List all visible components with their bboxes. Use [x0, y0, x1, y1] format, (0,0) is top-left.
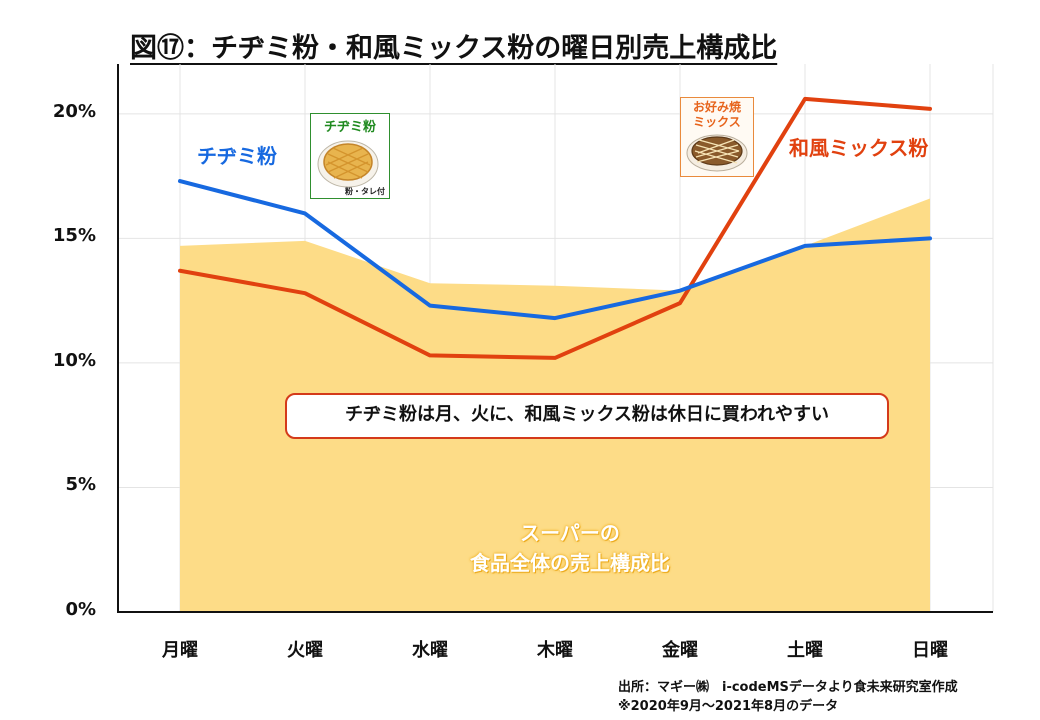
- axes: [117, 64, 993, 613]
- chijimi-product-title: チヂミ粉: [323, 120, 376, 135]
- x-tick-label: 月曜: [162, 640, 198, 661]
- line-chijimi: [178, 179, 932, 321]
- chijimi-product-sub: 粉・タレ付: [345, 187, 385, 196]
- y-tick-label: 0%: [65, 599, 96, 620]
- area-label-line2: 食品全体の売上構成比: [470, 551, 670, 575]
- x-tick-label: 水曜: [412, 640, 448, 661]
- y-tick-label: 5%: [65, 474, 96, 496]
- x-tick-label: 火曜: [287, 640, 323, 661]
- wafu-product-title: お好み焼ミックス: [692, 100, 741, 129]
- y-tick-label: 10%: [52, 349, 96, 371]
- area-label-line1: スーパーの: [520, 521, 620, 545]
- wafu-product-image: お好み焼ミックス: [680, 97, 754, 177]
- source-line2: ※2020年9月～2021年8月のデータ: [618, 699, 839, 714]
- legend-chijimi: チヂミ粉: [197, 144, 277, 168]
- source-line1: 出所：マギー㈱ i-codeMSデータより食未来研究室作成: [618, 680, 958, 695]
- line-wafu: [178, 96, 932, 360]
- x-tick-label: 日曜: [912, 640, 948, 661]
- x-tick-label: 木曜: [537, 640, 573, 661]
- legend-wafu: 和風ミックス粉: [789, 136, 929, 160]
- source-note: 出所：マギー㈱ i-codeMSデータより食未来研究室作成 ※2020年9月～2…: [618, 678, 958, 716]
- chart-title: 図⑰：チヂミ粉・和風ミックス粉の曜日別売上構成比: [130, 33, 778, 64]
- okonomiyaki-icon: [686, 134, 748, 172]
- chijimi-product-image: チヂミ粉 粉・タレ付: [310, 113, 390, 199]
- line-series: [178, 96, 932, 360]
- x-tick-label: 土曜: [787, 640, 823, 661]
- y-tick-label: 20%: [52, 100, 96, 122]
- x-tick-label: 金曜: [662, 640, 698, 661]
- y-tick-label: 15%: [52, 225, 96, 247]
- callout-box: チヂミ粉は月、火に、和風ミックス粉は休日に買われやすい: [285, 393, 889, 439]
- chijimi-pancake-icon: [317, 140, 379, 188]
